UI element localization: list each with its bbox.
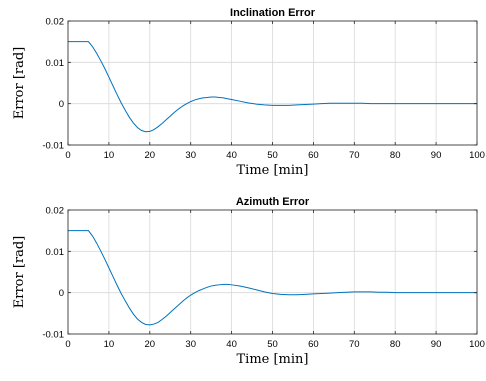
azimuth-xtick-label: 100 <box>469 339 485 350</box>
azimuth-xtick-label: 80 <box>390 339 401 350</box>
inclination-xtick-label: 80 <box>390 150 401 161</box>
azimuth-xtick-label: 60 <box>308 339 319 350</box>
azimuth-xtick-label: 50 <box>267 339 278 350</box>
inclination-xtick-label: 0 <box>65 150 70 161</box>
inclination-xtick-label: 40 <box>226 150 237 161</box>
inclination-xtick-label: 70 <box>349 150 360 161</box>
inclination-xtick-label: 90 <box>431 150 442 161</box>
inclination-ytick-label: 0.01 <box>46 58 65 69</box>
inclination-xtick-label: 20 <box>145 150 156 161</box>
inclination-xtick-label: 10 <box>104 150 115 161</box>
inclination-ytick-label: -0.01 <box>42 141 64 152</box>
inclination-ytick-label: 0.02 <box>46 17 65 28</box>
inclination-xtick-label: 30 <box>185 150 196 161</box>
inclination-xtick-label: 50 <box>267 150 278 161</box>
azimuth-xtick-label: 70 <box>349 339 360 350</box>
azimuth-ytick-label: 0.01 <box>46 247 65 258</box>
inclination-chart-title: Inclination Error <box>230 7 316 19</box>
inclination-xtick-label: 60 <box>308 150 319 161</box>
azimuth-xtick-label: 30 <box>185 339 196 350</box>
azimuth-xtick-label: 40 <box>226 339 237 350</box>
azimuth-y-axis-label: Error [rad] <box>12 236 27 309</box>
azimuth-ytick-label: 0 <box>59 288 64 299</box>
azimuth-series-line <box>68 230 477 326</box>
inclination-x-axis-label: Time [min] <box>237 163 309 178</box>
inclination-ytick-label: 0 <box>59 99 64 110</box>
azimuth-chart-title: Azimuth Error <box>236 196 310 208</box>
inclination-panel: 0 10 20 30 40 50 60 70 80 90 100-0.0100.010.02Incl… <box>12 7 485 178</box>
azimuth-xtick-label: 90 <box>431 339 442 350</box>
azimuth-panel: 0 10 20 30 40 50 60 70 80 90 100-0.0100.010.02Azim… <box>12 196 485 367</box>
azimuth-ytick-label: 0.02 <box>46 206 65 217</box>
inclination-y-axis-label: Error [rad] <box>12 47 27 120</box>
azimuth-xtick-label: 10 <box>104 339 115 350</box>
inclination-series-line <box>68 41 477 133</box>
azimuth-xtick-label: 20 <box>145 339 156 350</box>
azimuth-ytick-label: -0.01 <box>42 330 64 341</box>
azimuth-x-axis-label: Time [min] <box>237 352 309 367</box>
inclination-xtick-label: 100 <box>469 150 485 161</box>
azimuth-xtick-label: 0 <box>65 339 70 350</box>
